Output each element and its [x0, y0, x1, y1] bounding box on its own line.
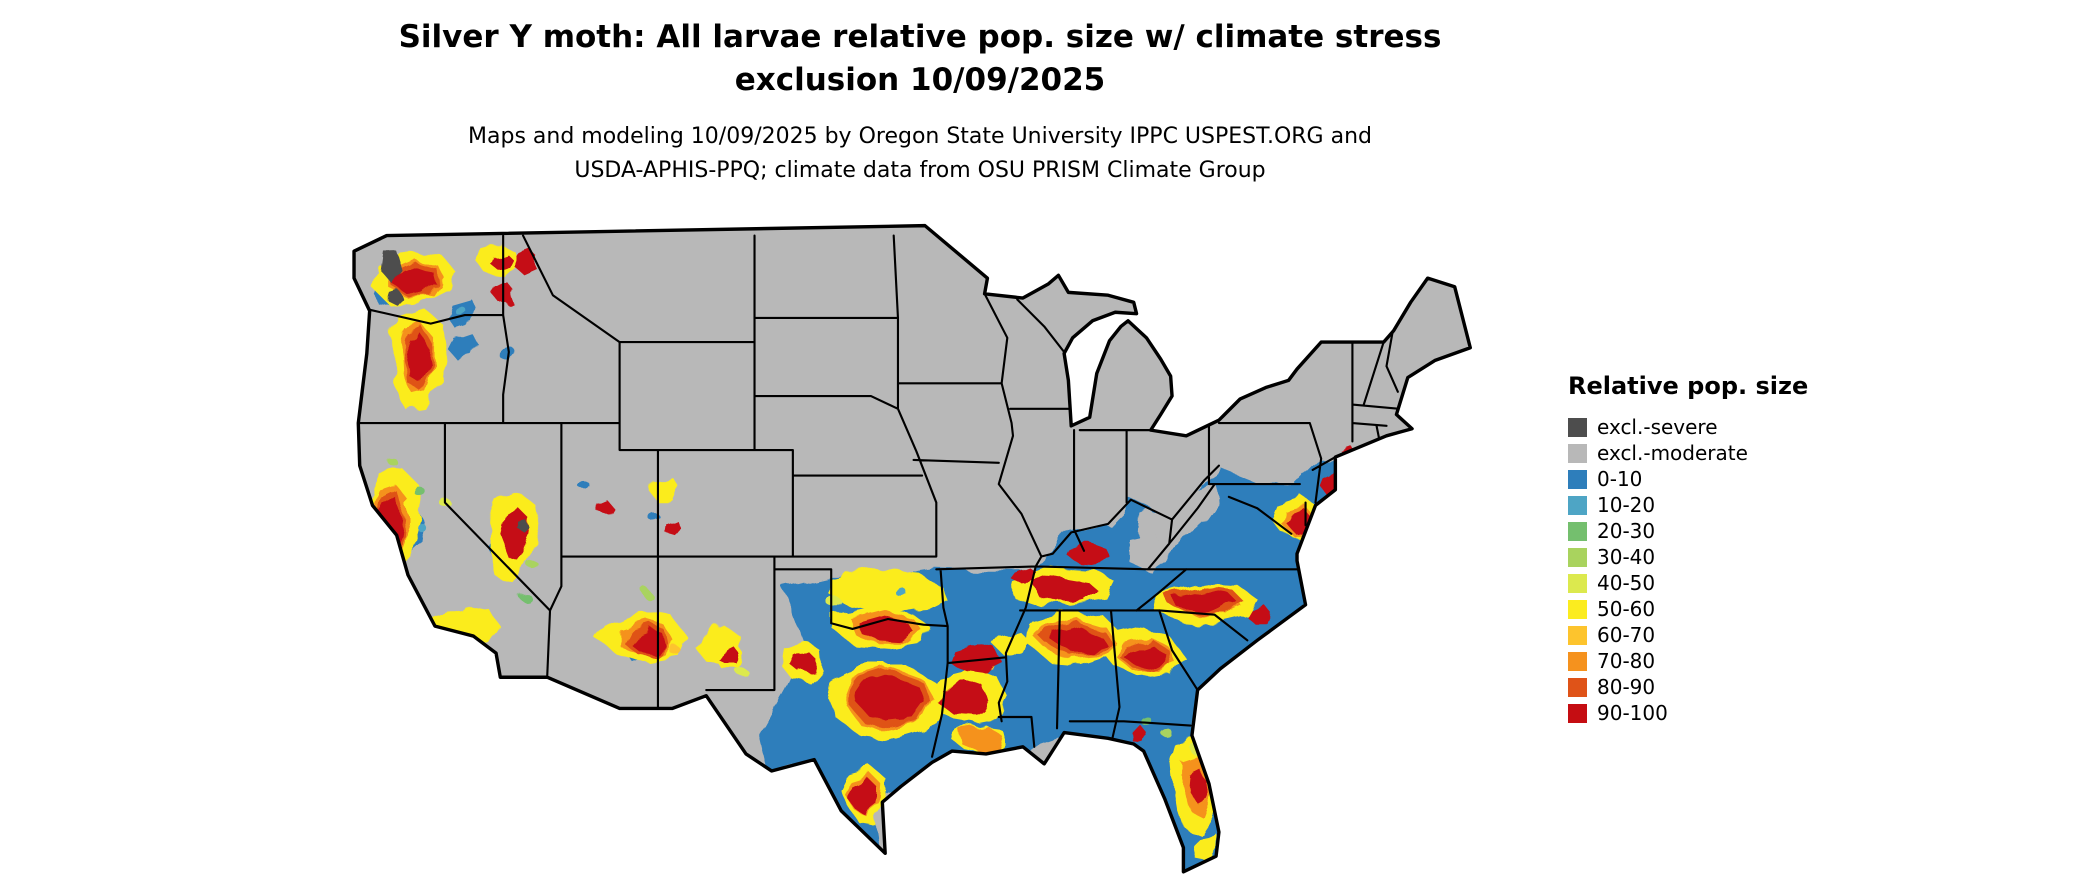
legend-label: 30-40	[1597, 545, 1656, 569]
us-choropleth-map	[295, 210, 1535, 886]
legend-row: 20-30	[1568, 518, 1868, 544]
legend-swatch	[1568, 599, 1587, 619]
legend-row: 10-20	[1568, 492, 1868, 518]
heat-region-90-100	[378, 249, 1357, 817]
legend-label: 40-50	[1597, 571, 1656, 595]
map-subtitle: Maps and modeling 10/09/2025 by Oregon S…	[300, 120, 1540, 188]
legend-label: 80-90	[1597, 675, 1656, 699]
legend-row: 30-40	[1568, 544, 1868, 570]
legend-label: excl.-severe	[1597, 415, 1718, 439]
map-subtitle-line2: USDA-APHIS-PPQ; climate data from OSU PR…	[574, 158, 1266, 183]
map-title: Silver Y moth: All larvae relative pop. …	[300, 16, 1540, 102]
legend-entries: excl.-severe excl.-moderate 0-10 10-20 20-30…	[1568, 414, 1868, 726]
state-borders	[357, 234, 1401, 758]
heat-region-excl-severe	[378, 248, 532, 536]
legend-row: excl.-severe	[1568, 414, 1868, 440]
us-outline	[352, 223, 1472, 874]
legend-label: excl.-moderate	[1597, 441, 1748, 465]
map-title-line1: Silver Y moth: All larvae relative pop. …	[398, 19, 1442, 55]
legend: Relative pop. size excl.-severe excl.-mod…	[1568, 372, 1868, 726]
heat-region-30-40	[386, 455, 1173, 737]
legend-title: Relative pop. size	[1568, 372, 1809, 400]
map-title-line2: exclusion 10/09/2025	[734, 62, 1106, 98]
legend-label: 10-20	[1597, 493, 1656, 517]
legend-label: 50-60	[1597, 597, 1656, 621]
legend-label: 90-100	[1597, 701, 1668, 725]
legend-row: 40-50	[1568, 570, 1868, 596]
legend-label: 70-80	[1597, 649, 1656, 673]
legend-swatch	[1568, 651, 1587, 671]
legend-swatch	[1568, 573, 1587, 593]
legend-label: 20-30	[1597, 519, 1656, 543]
map-subtitle-line1: Maps and modeling 10/09/2025 by Oregon S…	[468, 124, 1372, 149]
legend-swatch	[1568, 469, 1587, 489]
legend-row: 60-70	[1568, 622, 1868, 648]
legend-row: excl.-moderate	[1568, 440, 1868, 466]
legend-label: 0-10	[1597, 467, 1643, 491]
legend-row: 0-10	[1568, 466, 1868, 492]
legend-label: 60-70	[1597, 623, 1656, 647]
legend-swatch	[1568, 443, 1587, 463]
legend-swatch	[1568, 495, 1587, 515]
legend-row: 50-60	[1568, 596, 1868, 622]
legend-swatch	[1568, 703, 1587, 723]
legend-row: 90-100	[1568, 700, 1868, 726]
legend-swatch	[1568, 521, 1587, 541]
legend-row: 80-90	[1568, 674, 1868, 700]
legend-row: 70-80	[1568, 648, 1868, 674]
legend-swatch	[1568, 677, 1587, 697]
legend-swatch	[1568, 547, 1587, 567]
legend-swatch	[1568, 625, 1587, 645]
legend-swatch	[1568, 417, 1587, 437]
map-svg	[352, 223, 1472, 874]
